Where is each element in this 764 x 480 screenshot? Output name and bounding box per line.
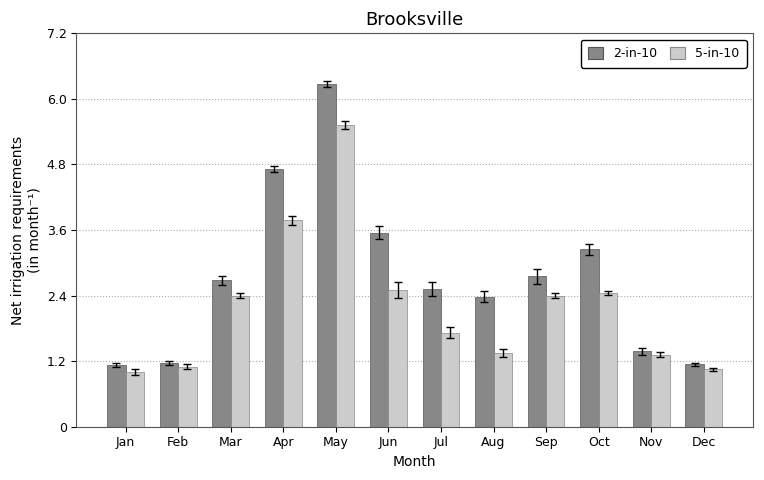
Bar	[580, 249, 599, 427]
Bar	[388, 290, 406, 427]
Bar	[422, 289, 441, 427]
Bar	[599, 293, 617, 427]
Bar	[546, 296, 565, 427]
Y-axis label: Net irrigation requirements
(in month⁻¹): Net irrigation requirements (in month⁻¹)	[11, 135, 41, 324]
Legend: 2-in-10, 5-in-10: 2-in-10, 5-in-10	[581, 40, 746, 68]
Bar	[160, 363, 178, 427]
Bar	[528, 276, 546, 427]
Bar	[704, 369, 722, 427]
Bar	[475, 297, 494, 427]
Bar	[125, 372, 144, 427]
Bar	[336, 125, 354, 427]
Bar	[178, 367, 196, 427]
Bar	[370, 233, 388, 427]
Title: Brooksville: Brooksville	[365, 11, 464, 29]
Bar	[633, 351, 651, 427]
Bar	[231, 296, 249, 427]
Bar	[107, 365, 125, 427]
Bar	[318, 84, 336, 427]
Bar	[494, 353, 512, 427]
Bar	[651, 355, 669, 427]
Bar	[265, 169, 283, 427]
Bar	[212, 280, 231, 427]
Bar	[283, 220, 302, 427]
X-axis label: Month: Month	[393, 455, 436, 469]
Bar	[685, 364, 704, 427]
Bar	[441, 333, 459, 427]
